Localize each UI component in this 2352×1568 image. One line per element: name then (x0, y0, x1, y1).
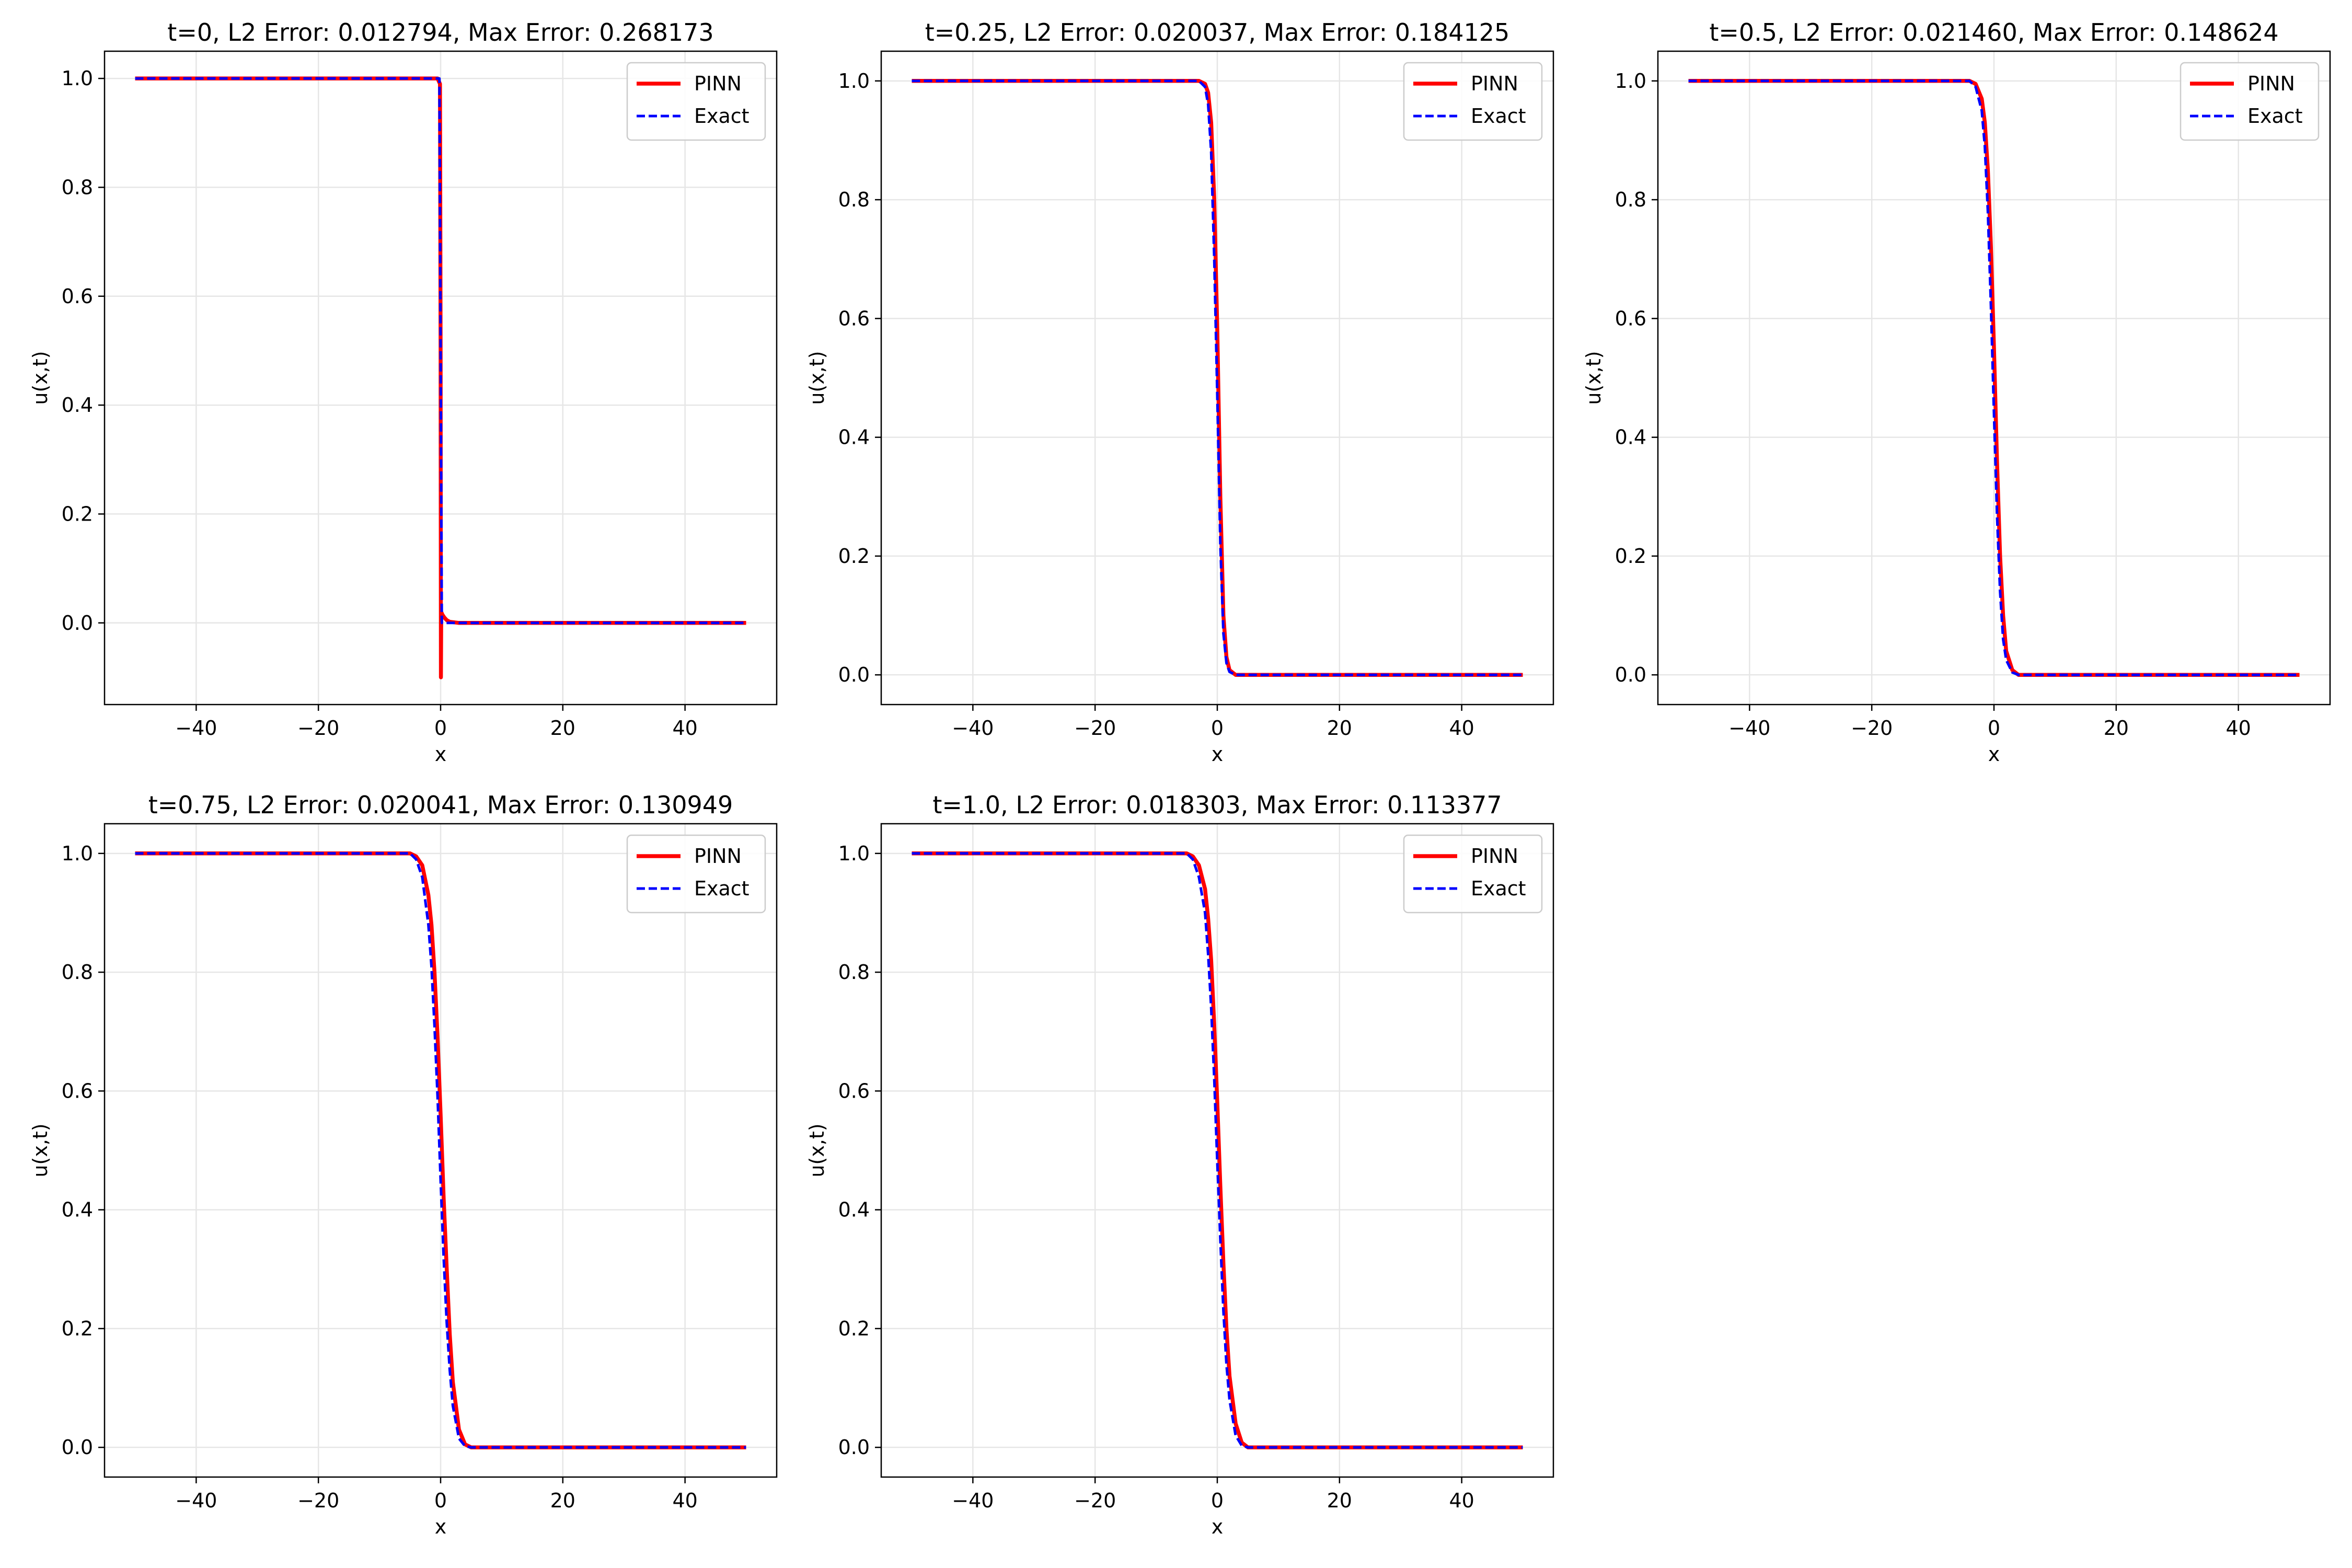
x-tick-label: −20 (1851, 717, 1893, 740)
chart-panel-1: −40 −20 0 20 40 0.0 0.2 0.4 0.6 0.8 1.0 x u(x,t) t=0,… (29, 18, 778, 766)
chart-panel-4: −40 −20 0 20 40 0.0 0.2 0.4 0.6 0.8 1.0 x u(x,t) t=0.… (29, 791, 778, 1538)
y-tick-label: 0.8 (838, 961, 870, 984)
x-tick-label: −20 (297, 717, 339, 740)
y-axis-label: u(x,t) (805, 351, 828, 405)
x-axis-label: x (1988, 743, 2000, 766)
legend-label-pinn: PINN (694, 845, 742, 868)
y-tick-label: 0.6 (62, 285, 93, 308)
x-tick-label: 40 (672, 1489, 697, 1512)
y-tick-label: 1.0 (838, 842, 870, 865)
chart-panel-3: −40 −20 0 20 40 0.0 0.2 0.4 0.6 0.8 1.0 x u(x,t) t=0.… (1582, 18, 2331, 766)
legend-label-exact: Exact (1471, 105, 1526, 128)
legend-label-exact: Exact (694, 105, 750, 128)
x-axis-label: x (435, 743, 447, 766)
series-line-pinn (1688, 79, 2300, 677)
series-line-exact (912, 79, 1523, 676)
legend-label-pinn: PINN (694, 72, 742, 95)
series-line-exact (135, 852, 746, 1449)
y-axis-label: u(x,t) (805, 1123, 828, 1177)
series-line-pinn (135, 851, 746, 1449)
chart-title: t=0.25, L2 Error: 0.020037, Max Error: 0… (925, 18, 1510, 47)
chart-title: t=0.5, L2 Error: 0.021460, Max Error: 0.… (1709, 18, 2278, 47)
y-tick-label: 0.2 (838, 1317, 870, 1340)
y-tick-label: 0.6 (1615, 307, 1646, 330)
legend-label-exact: Exact (694, 877, 750, 900)
x-tick-label: 40 (1449, 1489, 1474, 1512)
y-tick-label: 0.6 (62, 1079, 93, 1102)
y-tick-label: 0.0 (62, 612, 93, 635)
x-tick-label: 0 (1211, 1489, 1224, 1512)
y-tick-label: 0.2 (62, 1317, 93, 1340)
x-axis-label: x (435, 1515, 447, 1538)
y-axis-label: u(x,t) (29, 351, 52, 405)
y-tick-label: 0.0 (838, 663, 870, 686)
x-tick-label: 20 (550, 1489, 575, 1512)
x-tick-label: −40 (1728, 717, 1770, 740)
y-axis-label: u(x,t) (29, 1123, 52, 1177)
y-tick-label: 0.2 (62, 502, 93, 525)
x-tick-label: 20 (1327, 717, 1352, 740)
x-tick-label: −20 (297, 1489, 339, 1512)
chart-title: t=0.75, L2 Error: 0.020041, Max Error: 0… (148, 791, 733, 819)
y-axis-label: u(x,t) (1582, 351, 1605, 405)
chart-panel-2: −40 −20 0 20 40 0.0 0.2 0.4 0.6 0.8 1.0 x u(x,t) t=0.… (805, 18, 1554, 766)
y-tick-label: 1.0 (1615, 70, 1646, 93)
series-line-exact (135, 77, 746, 625)
x-tick-label: 20 (2104, 717, 2129, 740)
legend-label-pinn: PINN (2247, 72, 2295, 95)
y-tick-label: 0.2 (1615, 545, 1646, 568)
chart-title: t=1.0, L2 Error: 0.018303, Max Error: 0.… (932, 791, 1502, 819)
legend-label-exact: Exact (1471, 877, 1526, 900)
y-tick-label: 0.6 (838, 1079, 870, 1102)
y-tick-label: 0.8 (62, 176, 93, 199)
y-tick-label: 0.0 (1615, 663, 1646, 686)
legend-label-exact: Exact (2247, 105, 2303, 128)
y-tick-label: 0.4 (838, 1198, 870, 1221)
y-tick-label: 0.2 (838, 545, 870, 568)
x-tick-label: 40 (2226, 717, 2251, 740)
y-tick-label: 0.8 (838, 188, 870, 211)
y-tick-label: 1.0 (838, 70, 870, 93)
chart-title: t=0, L2 Error: 0.012794, Max Error: 0.26… (167, 18, 713, 47)
legend-label-pinn: PINN (1471, 845, 1518, 868)
x-tick-label: 0 (434, 717, 447, 740)
y-tick-label: 0.0 (62, 1436, 93, 1459)
series-line-pinn (912, 851, 1523, 1449)
x-tick-label: −40 (952, 717, 994, 740)
series-line-exact (912, 852, 1523, 1449)
x-tick-label: 40 (672, 717, 697, 740)
chart-panel-5: −40 −20 0 20 40 0.0 0.2 0.4 0.6 0.8 1.0 x u(x,t) t=1.… (805, 791, 1554, 1538)
legend-label-pinn: PINN (1471, 72, 1518, 95)
x-tick-label: −40 (175, 717, 217, 740)
x-tick-label: 0 (1211, 717, 1224, 740)
y-tick-label: 0.4 (62, 1198, 93, 1221)
y-tick-label: 0.6 (838, 307, 870, 330)
y-tick-label: 0.8 (1615, 188, 1646, 211)
x-tick-label: 0 (1988, 717, 2000, 740)
x-axis-label: x (1212, 1515, 1224, 1538)
series-line-exact (1688, 79, 2300, 676)
x-axis-label: x (1212, 743, 1224, 766)
x-tick-label: −20 (1074, 717, 1116, 740)
y-tick-label: 0.4 (62, 394, 93, 417)
x-tick-label: 20 (550, 717, 575, 740)
x-tick-label: −40 (952, 1489, 994, 1512)
y-tick-label: 1.0 (62, 842, 93, 865)
y-tick-label: 0.0 (838, 1436, 870, 1459)
x-tick-label: 20 (1327, 1489, 1352, 1512)
y-tick-label: 0.4 (838, 426, 870, 449)
x-tick-label: 40 (1449, 717, 1474, 740)
x-tick-label: 0 (434, 1489, 447, 1512)
y-tick-label: 1.0 (62, 67, 93, 90)
x-tick-label: −40 (175, 1489, 217, 1512)
x-tick-label: −20 (1074, 1489, 1116, 1512)
y-tick-label: 0.8 (62, 961, 93, 984)
y-tick-label: 0.4 (1615, 426, 1646, 449)
